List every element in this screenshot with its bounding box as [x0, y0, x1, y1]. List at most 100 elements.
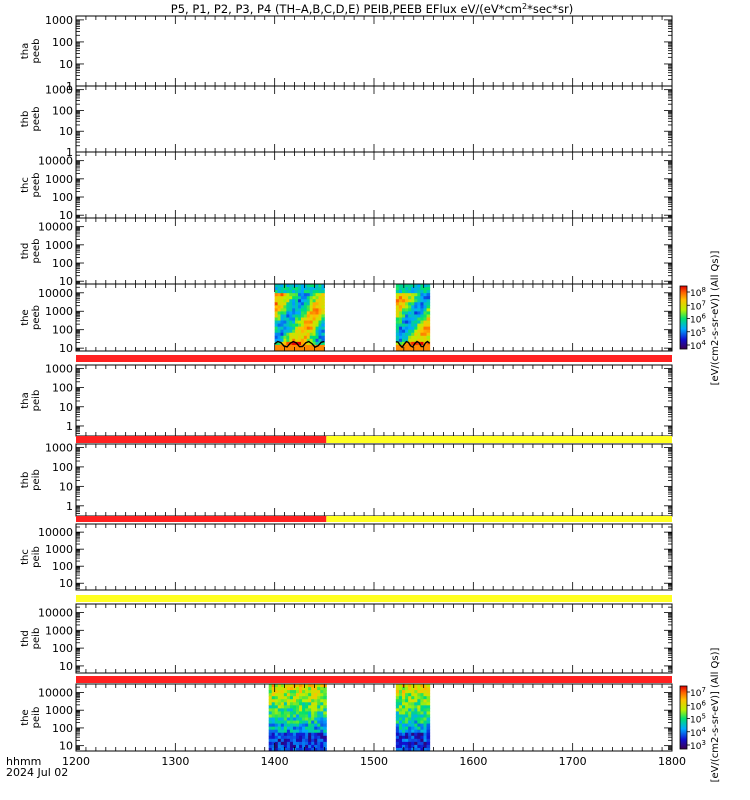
- spectrogram-cell: [298, 314, 302, 318]
- spectrogram-cell: [292, 732, 297, 737]
- spectrogram-cell: [289, 329, 293, 334]
- panel-frame: [75, 15, 673, 87]
- spectrogram-cell: [303, 320, 308, 325]
- spectrogram-cell: [289, 344, 293, 349]
- spectrogram-cell: [280, 335, 284, 340]
- spectrogram-cell: [271, 744, 276, 749]
- spectrogram-cell: [312, 299, 317, 303]
- spectrogram-cell: [277, 335, 282, 340]
- spectrogram-cell: [417, 693, 421, 697]
- spectrogram-cell: [303, 308, 308, 312]
- spectrogram-cell: [317, 717, 321, 722]
- panel-label-product: peib: [31, 628, 42, 650]
- spectrogram-cell: [426, 708, 431, 712]
- spectrogram-cell: [318, 329, 322, 334]
- spectrogram-cell: [417, 305, 421, 309]
- y-tick-label: 100: [52, 560, 73, 573]
- spectrogram-cell: [395, 323, 400, 328]
- spectrogram-cell: [317, 720, 321, 725]
- spectrogram-cell: [414, 290, 418, 294]
- spectrogram-cell: [295, 326, 299, 331]
- spectrogram-cell: [277, 726, 282, 731]
- spectrogram-cell: [277, 684, 282, 688]
- spectrogram-cell: [286, 699, 291, 703]
- spectrogram-cell: [311, 714, 315, 718]
- spectrogram-cell: [303, 344, 308, 349]
- spectrogram-cell: [320, 711, 324, 715]
- spectrogram-cell: [283, 317, 287, 322]
- spectrogram-cell: [320, 705, 324, 709]
- spectrogram-cell: [305, 747, 309, 752]
- spectrogram-cell: [426, 284, 431, 288]
- spectrogram-cell: [274, 305, 279, 309]
- spectrogram-cell: [398, 684, 403, 688]
- spectrogram-cell: [323, 684, 327, 688]
- spectrogram-cell: [414, 311, 418, 315]
- spectrogram-cell: [302, 693, 306, 697]
- spectrogram-cell: [300, 341, 305, 346]
- spectrogram-cell: [398, 693, 403, 697]
- spectrogram-cell: [286, 317, 290, 322]
- spectrogram-cell: [280, 299, 284, 303]
- spectrogram-cell: [321, 305, 325, 309]
- spectrogram-cell: [320, 687, 324, 691]
- spectrogram-cell: [420, 732, 424, 737]
- spectrogram-cell: [408, 344, 412, 349]
- spectrogram-cell: [300, 311, 305, 315]
- spectrogram-cell: [311, 705, 315, 709]
- spectrogram-cell: [306, 287, 311, 291]
- spectrogram-cell: [411, 717, 415, 722]
- spectrogram-cell: [320, 744, 324, 749]
- spectrogram-cell: [401, 729, 406, 734]
- spectrogram-cell: [408, 723, 412, 728]
- spectrogram-cell: [314, 738, 318, 743]
- y-tick-label: 100: [52, 722, 73, 735]
- spectrogram-cell: [274, 287, 279, 291]
- spectrogram-cell: [320, 735, 324, 740]
- spectrogram-cell: [286, 341, 290, 346]
- spectrogram-cell: [423, 332, 428, 337]
- spectrogram-cell: [277, 708, 282, 712]
- spectrogram-cell: [283, 702, 288, 706]
- spectrogram-cell: [411, 299, 415, 303]
- spectrogram-cell: [417, 344, 421, 349]
- spectrogram-cell: [308, 705, 312, 709]
- spectrogram-cell: [315, 320, 319, 325]
- mode-bar: [76, 676, 672, 683]
- spectrogram-cell: [401, 302, 406, 306]
- spectrogram-cell: [318, 314, 322, 318]
- y-tick-label: 1000: [45, 84, 73, 97]
- panel-label-probe: thb: [20, 472, 31, 489]
- spectrogram-cell: [283, 723, 288, 728]
- spectrogram-cell: [423, 320, 428, 325]
- spectrogram-cell: [315, 314, 319, 318]
- spectrogram-cell: [268, 684, 273, 688]
- spectrogram-cell: [277, 302, 282, 306]
- spectrogram-cell: [286, 323, 290, 328]
- colorbar-label-lower: [eV/(cm2-s-sr-eV)] (All Qs)]: [710, 647, 721, 782]
- spectrogram-cell: [298, 296, 302, 300]
- spectrogram-cell: [423, 299, 428, 303]
- spectrogram-cell: [295, 323, 299, 328]
- spectrogram-cell: [299, 726, 303, 731]
- spectrogram-cell: [323, 744, 327, 749]
- spectrogram-cell: [292, 296, 296, 300]
- spectrogram-cell: [289, 335, 293, 340]
- spectrogram-cell: [280, 344, 284, 349]
- spectrogram-cell: [292, 335, 296, 340]
- spectrogram-cell: [308, 696, 312, 700]
- spectrogram-cell: [286, 741, 291, 746]
- spectrogram-cell: [417, 293, 421, 297]
- spectrogram-cell: [405, 714, 409, 718]
- spectrogram-cell: [317, 744, 321, 749]
- spectrogram-cell: [411, 711, 415, 715]
- spectrogram-cell: [398, 717, 403, 722]
- spectrogram-cell: [315, 302, 319, 306]
- spectrogram-cell: [303, 326, 308, 331]
- spectrogram-cell: [405, 302, 409, 306]
- spectrogram-cell: [268, 711, 273, 715]
- spectrogram-cell: [323, 687, 327, 691]
- spectrogram-cell: [423, 702, 428, 706]
- spectrogram-cell: [303, 317, 308, 322]
- spectrogram-cell: [395, 305, 400, 309]
